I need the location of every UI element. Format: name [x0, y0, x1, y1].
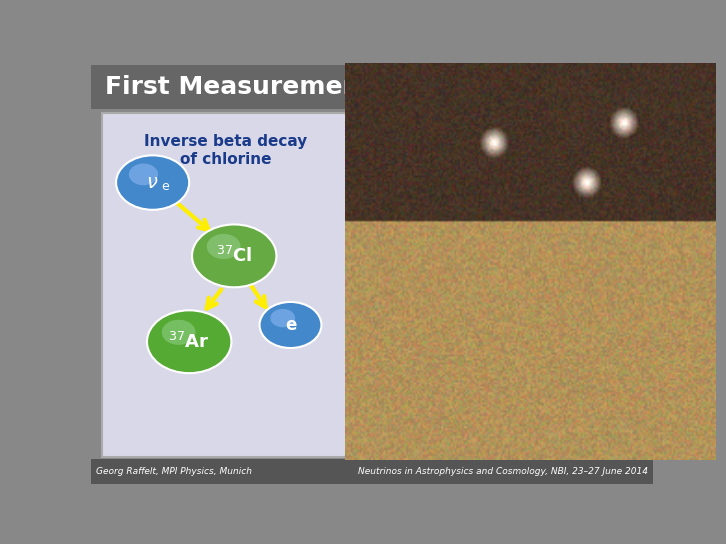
Circle shape — [129, 164, 158, 186]
Circle shape — [207, 234, 240, 259]
FancyBboxPatch shape — [358, 114, 645, 419]
Text: e: e — [285, 316, 296, 334]
FancyBboxPatch shape — [91, 65, 653, 109]
FancyBboxPatch shape — [91, 459, 653, 484]
Text: 600 tons of
Perchloroethylene: 600 tons of Perchloroethylene — [476, 355, 614, 383]
Circle shape — [116, 156, 189, 210]
Text: Georg Raffelt, MPI Physics, Munich: Georg Raffelt, MPI Physics, Munich — [97, 467, 253, 476]
Text: Neutrinos in Astrophysics and Cosmology, NBI, 23–27 June 2014: Neutrinos in Astrophysics and Cosmology,… — [358, 467, 648, 476]
Circle shape — [192, 225, 277, 287]
Text: $^{37}$Ar: $^{37}$Ar — [168, 332, 210, 352]
FancyBboxPatch shape — [102, 114, 350, 457]
Text: e: e — [161, 180, 169, 193]
Circle shape — [260, 302, 322, 348]
Circle shape — [147, 310, 232, 373]
Text: $\nu$: $\nu$ — [147, 173, 159, 192]
Circle shape — [270, 309, 295, 327]
Text: Homestake solar neutrino
observatory (1967–2002): Homestake solar neutrino observatory (19… — [404, 424, 599, 452]
Circle shape — [162, 320, 195, 345]
Text: $^{37}$Cl: $^{37}$Cl — [216, 246, 253, 266]
Text: Inverse beta decay
of chlorine: Inverse beta decay of chlorine — [144, 134, 307, 167]
Text: First Measurement of Solar Neutrinos: First Measurement of Solar Neutrinos — [105, 75, 639, 99]
FancyBboxPatch shape — [358, 419, 645, 457]
